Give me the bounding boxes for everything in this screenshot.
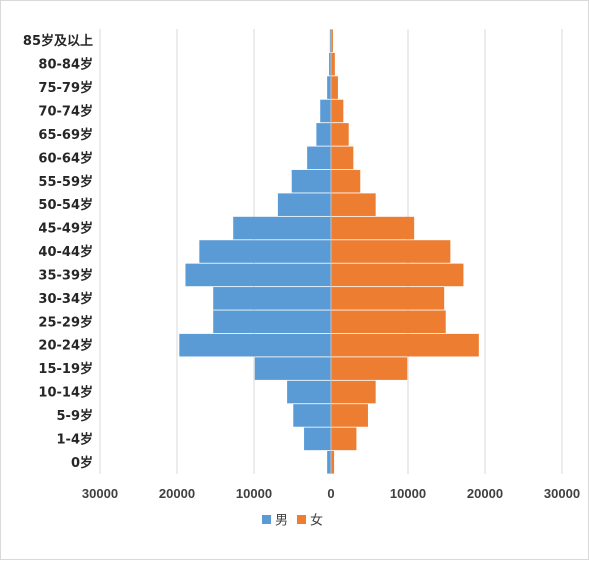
- category-label: 0岁: [71, 455, 93, 471]
- category-label: 20-24岁: [38, 338, 93, 354]
- bar-male: [304, 427, 331, 451]
- bar-female: [331, 52, 335, 76]
- x-tick-label: 20000: [467, 486, 503, 501]
- bar-male: [233, 216, 331, 240]
- x-tick-label: 10000: [236, 486, 272, 501]
- bar-female: [331, 380, 376, 404]
- bar-male: [179, 333, 331, 357]
- bar-female: [331, 427, 357, 451]
- bar-female: [331, 146, 354, 170]
- bar-female: [331, 357, 408, 380]
- x-tick-label: 30000: [544, 486, 580, 501]
- bar-male: [327, 450, 331, 474]
- x-tick-label: 30000: [82, 486, 118, 501]
- category-label: 10-14岁: [38, 385, 93, 401]
- bar-female: [331, 263, 464, 287]
- category-label: 85岁及以上: [23, 33, 93, 49]
- bar-female: [331, 216, 415, 240]
- bar-male: [291, 169, 331, 193]
- bar-female: [331, 404, 368, 427]
- legend-swatch-male: [262, 515, 271, 524]
- bar-male: [254, 357, 331, 380]
- bar-female: [331, 99, 344, 123]
- bar-female: [331, 76, 338, 99]
- legend-label-male: 男: [275, 514, 288, 529]
- category-label: 15-19岁: [38, 361, 93, 377]
- bar-female: [331, 29, 333, 53]
- bar-male: [213, 287, 331, 310]
- bar-male: [329, 29, 331, 53]
- category-label: 65-69岁: [38, 127, 93, 143]
- legend: 男女: [262, 513, 323, 529]
- bar-male: [327, 76, 331, 99]
- x-tick-labels: 30000 20000 10000 0 10000 20000 30000: [82, 486, 580, 501]
- bar-male: [213, 310, 331, 334]
- category-label: 80-84岁: [38, 57, 93, 73]
- x-tick-label: 20000: [159, 486, 195, 501]
- bar-male: [320, 99, 331, 123]
- category-label: 45-49岁: [38, 221, 93, 237]
- bar-female: [331, 450, 335, 474]
- bar-male: [316, 123, 331, 146]
- category-label: 70-74岁: [38, 103, 93, 119]
- bar-female: [331, 310, 446, 334]
- category-label: 55-59岁: [38, 174, 93, 190]
- category-label: 1-4岁: [57, 431, 94, 447]
- bar-female: [331, 287, 445, 310]
- category-label: 35-39岁: [38, 267, 93, 283]
- category-label: 40-44岁: [38, 244, 93, 260]
- bar-female: [331, 123, 349, 146]
- category-label: 50-54岁: [38, 197, 93, 213]
- bar-male: [287, 380, 331, 404]
- bar-female: [331, 333, 479, 357]
- bar-female: [331, 240, 451, 263]
- category-labels: 0岁 1-4岁 5-9岁 10-14岁 15-19岁 20-24岁 25-29岁 30-34岁…: [23, 33, 93, 471]
- legend-swatch-female: [297, 515, 306, 524]
- bar-female: [331, 193, 376, 216]
- bar-male: [293, 404, 331, 427]
- category-label: 30-34岁: [38, 291, 93, 307]
- category-label: 75-79岁: [38, 80, 93, 96]
- bars: [179, 29, 479, 474]
- legend-label-female: 女: [310, 513, 323, 529]
- x-tick-label: 10000: [390, 486, 426, 501]
- bar-male: [199, 240, 331, 263]
- bar-male: [329, 52, 331, 76]
- category-label: 60-64岁: [38, 150, 93, 166]
- bar-male: [307, 146, 331, 170]
- bar-male: [185, 263, 331, 287]
- bar-female: [331, 169, 361, 193]
- x-tick-label: 0: [327, 486, 334, 501]
- category-label: 25-29岁: [38, 314, 93, 330]
- category-label: 5-9岁: [57, 408, 94, 424]
- bar-male: [277, 193, 331, 216]
